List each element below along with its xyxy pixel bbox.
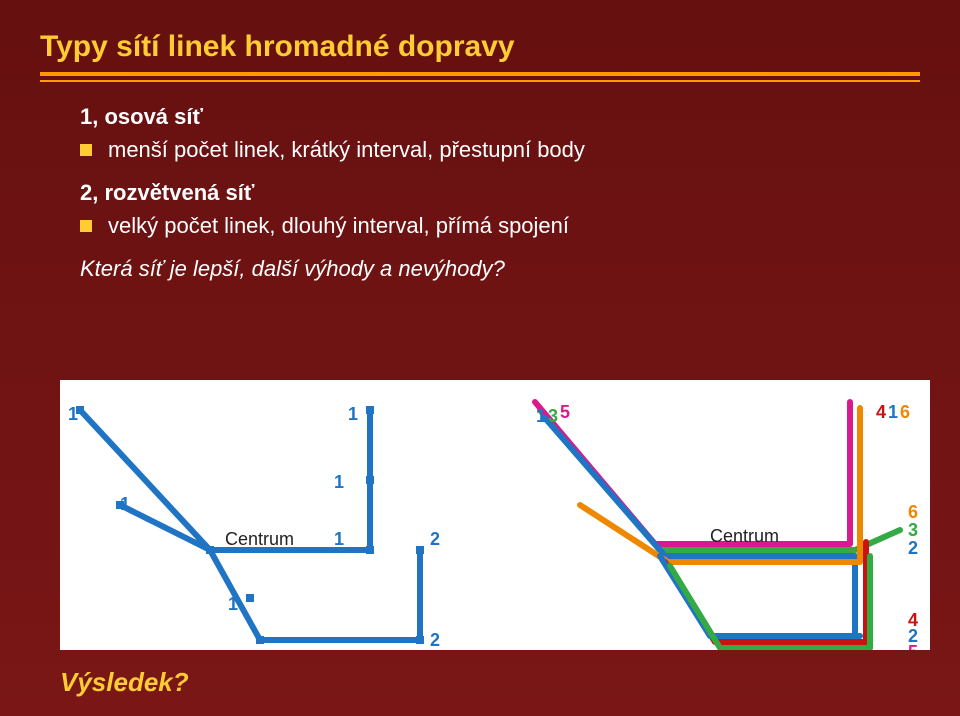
- section2-heading: 2, rozvětvená síť: [80, 180, 920, 206]
- section1-bullet: menší počet linek, krátký interval, přes…: [80, 134, 920, 166]
- slide: Typy sítí linek hromadné dopravy 1, osov…: [0, 0, 960, 716]
- svg-text:1: 1: [68, 404, 78, 424]
- svg-text:5: 5: [560, 402, 570, 422]
- section2-bullet: velký počet linek, dlouhý interval, přím…: [80, 210, 920, 242]
- svg-text:6: 6: [908, 502, 918, 522]
- svg-text:1: 1: [120, 494, 130, 514]
- section1-heading: 1, osová síť: [80, 104, 920, 130]
- result-prompt: Výsledek?: [60, 667, 189, 698]
- title-rule-2: [40, 80, 920, 82]
- svg-text:3: 3: [548, 406, 558, 426]
- section2-list: velký počet linek, dlouhý interval, přím…: [80, 210, 920, 242]
- svg-text:1: 1: [888, 402, 898, 422]
- svg-text:3: 3: [908, 520, 918, 540]
- svg-text:6: 6: [900, 402, 910, 422]
- svg-text:5: 5: [908, 642, 918, 650]
- svg-text:2: 2: [908, 538, 918, 558]
- network-diagrams: 11111122Centrum135416632425Centrum: [60, 380, 930, 650]
- svg-text:1: 1: [334, 529, 344, 549]
- slide-title: Typy sítí linek hromadné dopravy: [40, 30, 920, 64]
- section1-list: menší počet linek, krátký interval, přes…: [80, 134, 920, 166]
- svg-text:1: 1: [334, 472, 344, 492]
- svg-text:4: 4: [876, 402, 886, 422]
- svg-text:2: 2: [430, 529, 440, 549]
- content: 1, osová síť menší počet linek, krátký i…: [40, 104, 920, 282]
- svg-text:1: 1: [348, 404, 358, 424]
- svg-text:1: 1: [536, 406, 546, 426]
- svg-text:1: 1: [228, 594, 238, 614]
- title-rule-1: [40, 72, 920, 76]
- svg-text:Centrum: Centrum: [710, 526, 779, 546]
- diagram-svg: 11111122Centrum135416632425Centrum: [60, 380, 930, 650]
- svg-text:2: 2: [430, 630, 440, 650]
- comparison-question: Která síť je lepší, další výhody a nevýh…: [80, 256, 920, 282]
- svg-text:Centrum: Centrum: [225, 529, 294, 549]
